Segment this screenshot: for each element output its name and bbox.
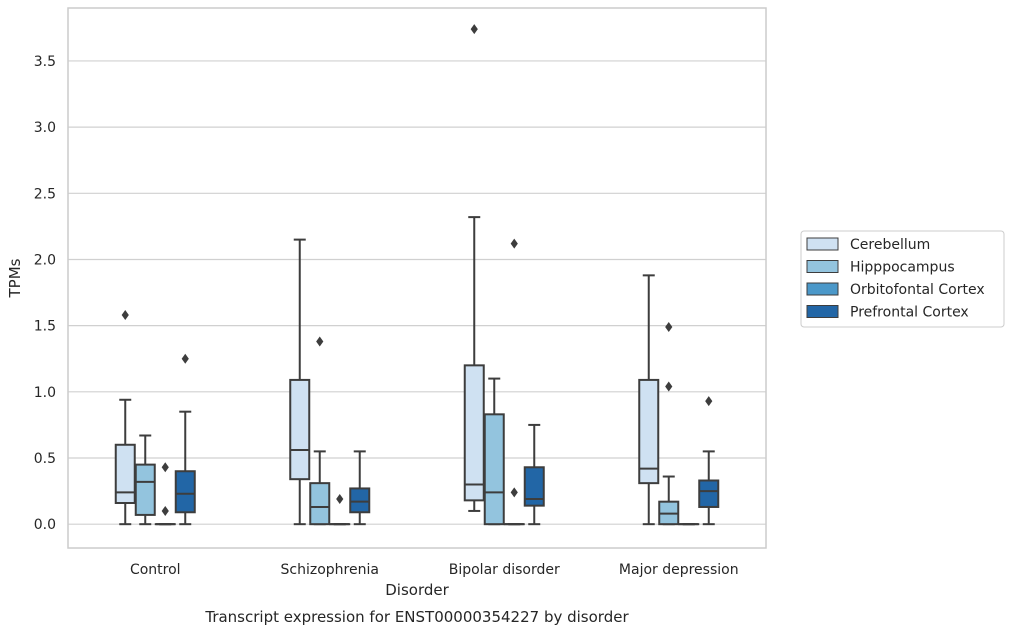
- outlier-point: [181, 353, 189, 364]
- box-orbitofontal-cortex: [329, 494, 351, 526]
- box-iqr: [349, 487, 371, 514]
- outlier-point: [470, 24, 478, 35]
- chart-caption: Transcript expression for ENST0000035422…: [204, 608, 629, 626]
- box-cerebellum: [289, 238, 311, 526]
- legend-swatch: [806, 305, 839, 318]
- legend-label: Hipppocampus: [850, 260, 955, 276]
- outlier-point: [121, 310, 129, 321]
- y-tick-label: 2.0: [34, 252, 56, 268]
- legend-swatch: [806, 237, 839, 251]
- outlier-point: [665, 381, 673, 392]
- box-iqr: [309, 482, 331, 526]
- box-hipppocampus: [309, 336, 331, 526]
- y-tick-label: 0.5: [34, 451, 56, 467]
- box-iqr: [134, 463, 156, 516]
- outlier-point: [161, 505, 169, 516]
- box-orbitofontal-cortex: [154, 462, 176, 526]
- box-prefrontal-cortex: [174, 353, 196, 526]
- legend-label: Prefrontal Cortex: [850, 305, 969, 321]
- box-iqr: [463, 364, 485, 502]
- box-prefrontal-cortex: [523, 423, 545, 526]
- box-iqr: [523, 466, 545, 507]
- plot-area-frame: [67, 7, 767, 549]
- box-orbitofontal-cortex: [503, 238, 525, 526]
- legend-label: Cerebellum: [850, 237, 930, 253]
- box-iqr: [289, 378, 311, 481]
- y-axis-title: TPMs: [6, 258, 24, 298]
- x-tick-label: Major depression: [619, 562, 739, 578]
- outlier-point: [336, 494, 344, 505]
- box-iqr: [114, 443, 136, 505]
- x-tick-labels: Control Schizophrenia Bipolar disorder Majo…: [130, 562, 739, 578]
- outlier-point: [705, 396, 713, 407]
- legend: Cerebellum Hipppocampus Orbitofontal Corte…: [800, 230, 1005, 328]
- outlier-point: [510, 238, 518, 249]
- outlier-point: [665, 321, 673, 332]
- outlier-point: [316, 336, 324, 347]
- y-tick-label: 1.0: [34, 385, 56, 401]
- x-axis-title: Disorder: [385, 581, 449, 599]
- y-tick-label: 1.5: [34, 319, 56, 335]
- gridlines: [68, 60, 766, 525]
- legend-swatch: [806, 282, 839, 296]
- legend-swatch: [806, 260, 839, 273]
- box-hipppocampus: [134, 434, 156, 526]
- outlier-point: [161, 462, 169, 473]
- box-cerebellum: [114, 310, 136, 526]
- legend-frame: [800, 230, 1005, 328]
- y-tick-label: 0.0: [34, 517, 56, 533]
- y-tick-labels: 0.0 0.5 1.0 1.5 2.0 2.5 3.0 3.5: [34, 54, 56, 533]
- outlier-point: [510, 487, 518, 498]
- box-prefrontal-cortex: [698, 396, 720, 526]
- box-layer: [114, 24, 720, 526]
- box-iqr: [483, 413, 505, 526]
- x-tick-label: Schizophrenia: [281, 562, 379, 578]
- box-hipppocampus: [658, 321, 680, 526]
- y-tick-label: 3.5: [34, 54, 56, 70]
- box-iqr: [174, 470, 196, 514]
- x-tick-label: Control: [130, 562, 181, 578]
- x-tick-label: Bipolar disorder: [449, 562, 560, 578]
- box-iqr: [698, 479, 720, 508]
- y-tick-label: 2.5: [34, 186, 56, 202]
- box-cerebellum: [463, 24, 485, 512]
- y-tick-label: 3.0: [34, 120, 56, 136]
- box-iqr: [638, 378, 660, 485]
- box-cerebellum: [638, 274, 660, 526]
- legend-label: Orbitofontal Cortex: [850, 282, 985, 298]
- box-prefrontal-cortex: [349, 450, 371, 526]
- box-hipppocampus: [483, 377, 505, 526]
